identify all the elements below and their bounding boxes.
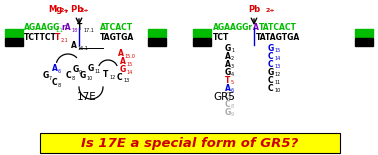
Text: AGAAGG: AGAAGG: [24, 23, 60, 32]
Bar: [193, 29, 211, 37]
Text: 16.1: 16.1: [77, 46, 88, 51]
Text: 13: 13: [123, 78, 129, 83]
Text: 12: 12: [109, 75, 115, 80]
Text: A: A: [52, 64, 58, 73]
Text: T: T: [55, 33, 60, 42]
Text: 18: 18: [71, 28, 77, 33]
Text: Is 17E a special form of GR5?: Is 17E a special form of GR5?: [81, 137, 299, 150]
Text: G: G: [268, 68, 274, 77]
Text: Mg: Mg: [48, 5, 62, 14]
Text: TAGTGA: TAGTGA: [100, 33, 134, 42]
Bar: [355, 38, 373, 46]
Text: 6: 6: [58, 69, 61, 74]
Text: rA: rA: [61, 23, 71, 32]
Text: , Pb: , Pb: [65, 5, 83, 14]
Text: G: G: [73, 65, 79, 74]
Text: 15: 15: [126, 62, 132, 67]
Text: 10: 10: [274, 89, 280, 93]
Text: 14: 14: [274, 57, 280, 62]
Bar: [355, 29, 373, 37]
Text: 9: 9: [231, 113, 234, 117]
Text: TATAGTGA: TATAGTGA: [256, 33, 300, 42]
Text: C: C: [268, 76, 274, 85]
Text: 1: 1: [231, 49, 234, 53]
Text: AGAAGGr: AGAAGGr: [213, 23, 253, 32]
Bar: [148, 29, 166, 37]
Text: A: A: [253, 23, 259, 32]
Text: C: C: [268, 52, 274, 61]
Text: T: T: [77, 23, 82, 32]
Text: C: C: [52, 78, 57, 87]
Text: A: A: [120, 57, 126, 66]
Text: A: A: [225, 52, 231, 61]
Text: ATCACT: ATCACT: [100, 23, 133, 32]
Text: 8: 8: [72, 76, 75, 81]
Text: G: G: [80, 71, 86, 80]
Text: G: G: [225, 108, 231, 117]
Bar: [5, 38, 23, 46]
Text: 11: 11: [94, 69, 100, 74]
Bar: [5, 29, 23, 37]
Text: A: A: [118, 49, 124, 58]
Text: TCT: TCT: [213, 33, 229, 42]
Text: 6: 6: [231, 89, 234, 93]
Text: 2: 2: [231, 57, 234, 62]
Text: 2+: 2+: [60, 8, 70, 13]
Text: 17.1: 17.1: [83, 28, 94, 33]
Text: A: A: [225, 84, 231, 93]
Text: 4: 4: [231, 73, 234, 78]
Text: 2.1: 2.1: [61, 38, 69, 43]
Bar: [148, 38, 166, 46]
Text: G: G: [43, 71, 49, 80]
Text: TATCACT: TATCACT: [259, 23, 297, 32]
Text: 1.1: 1.1: [55, 28, 63, 33]
Text: TCTTCT: TCTTCT: [24, 33, 57, 42]
Text: 8: 8: [231, 104, 234, 109]
Text: G: G: [88, 64, 94, 73]
Text: C: C: [268, 60, 274, 69]
Text: 5: 5: [231, 80, 234, 86]
Text: C: C: [117, 73, 122, 82]
Text: T: T: [103, 70, 108, 79]
Text: 10: 10: [86, 76, 92, 81]
Text: 3: 3: [231, 64, 234, 69]
Text: 15.0: 15.0: [124, 54, 135, 59]
Text: G: G: [225, 68, 231, 77]
Text: C: C: [268, 84, 274, 93]
Text: 2+: 2+: [79, 8, 88, 13]
Text: 8: 8: [58, 83, 61, 88]
Text: 9: 9: [79, 70, 82, 75]
Bar: [40, 133, 340, 153]
Text: 17E: 17E: [77, 92, 97, 102]
Text: 15: 15: [274, 49, 280, 53]
Text: 7: 7: [49, 76, 52, 81]
Text: T: T: [225, 76, 230, 85]
Text: C: C: [225, 100, 231, 109]
Text: GR5: GR5: [213, 92, 235, 102]
Text: A: A: [225, 60, 231, 69]
Text: C: C: [66, 71, 71, 80]
Text: G: G: [225, 44, 231, 53]
Text: 2+: 2+: [266, 8, 276, 13]
Text: 13: 13: [274, 64, 280, 69]
Text: 11: 11: [274, 80, 280, 86]
Text: Pb: Pb: [248, 5, 260, 14]
Bar: [193, 38, 211, 46]
Text: 12: 12: [274, 73, 280, 78]
Text: G: G: [268, 44, 274, 53]
Text: G: G: [225, 92, 231, 101]
Text: 7: 7: [231, 97, 234, 102]
Text: 14: 14: [126, 70, 132, 75]
Text: G: G: [120, 65, 126, 74]
Text: A: A: [71, 41, 77, 50]
